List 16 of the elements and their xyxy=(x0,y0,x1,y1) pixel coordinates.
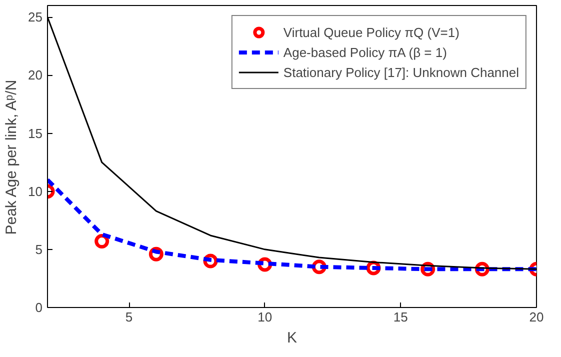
y-tick-label: 25 xyxy=(28,10,43,25)
y-tick-label: 15 xyxy=(28,126,43,141)
y-tick-label: 20 xyxy=(28,68,43,83)
x-tick-label: 10 xyxy=(258,310,272,324)
y-tick-label: 10 xyxy=(28,184,43,199)
point xyxy=(94,234,110,249)
legend-label: Stationary Policy [17]: Unknown Channel xyxy=(283,64,519,80)
y-tick-label: 5 xyxy=(35,242,43,257)
legend-label: Age-based Policy πA (β = 1) xyxy=(283,44,447,60)
y-axis-title: Peak Age per link, Aᵖ/N xyxy=(3,80,20,235)
x-tick-label: 15 xyxy=(393,310,408,324)
legend-label: Virtual Queue Policy πQ (V=1) xyxy=(283,24,460,40)
x-tick-label: 5 xyxy=(125,310,133,324)
x-axis-title: K xyxy=(287,330,298,346)
x-tick-label: 20 xyxy=(529,310,544,324)
y-tick-label: 0 xyxy=(35,300,43,315)
